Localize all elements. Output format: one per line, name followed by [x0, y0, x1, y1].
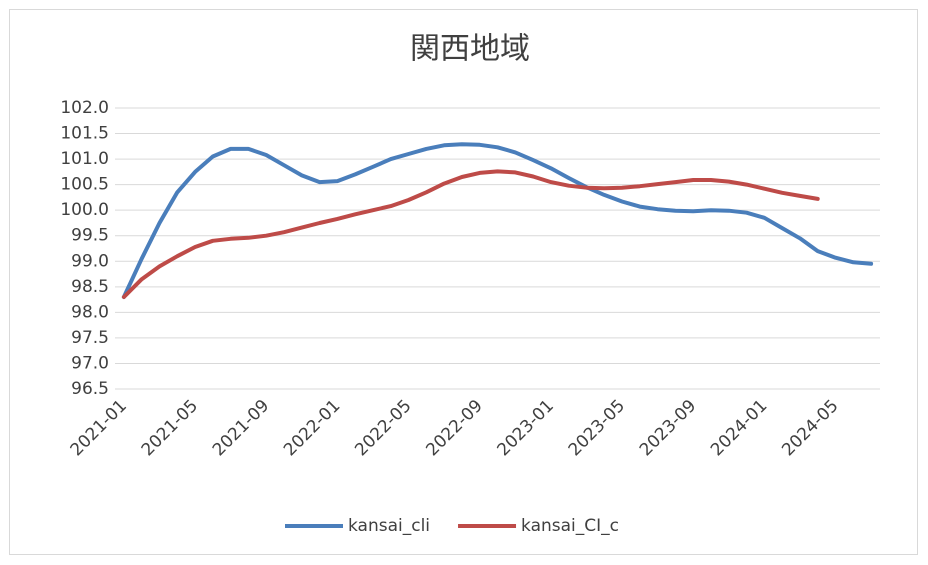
legend-label: kansai_CI_c	[521, 516, 619, 536]
y-tick-label: 100.5	[60, 175, 109, 195]
y-tick-label: 97.0	[71, 353, 109, 373]
y-tick-label: 98.5	[71, 277, 109, 297]
chart-border	[9, 9, 918, 555]
chart-title: 関西地域	[410, 32, 530, 67]
y-tick-label: 96.5	[71, 379, 109, 399]
series-line	[121, 142, 874, 299]
series-line	[121, 169, 820, 299]
y-tick-label: 101.5	[60, 124, 109, 144]
y-tick-label: 101.0	[60, 149, 109, 169]
legend-label: kansai_cli	[348, 516, 430, 536]
y-tick-label: 98.0	[71, 302, 109, 322]
y-tick-label: 100.0	[60, 200, 109, 220]
y-tick-label: 99.0	[71, 251, 109, 271]
y-tick-label: 97.5	[71, 328, 109, 348]
y-tick-label: 99.5	[71, 226, 109, 246]
y-tick-label: 102.0	[60, 98, 109, 118]
